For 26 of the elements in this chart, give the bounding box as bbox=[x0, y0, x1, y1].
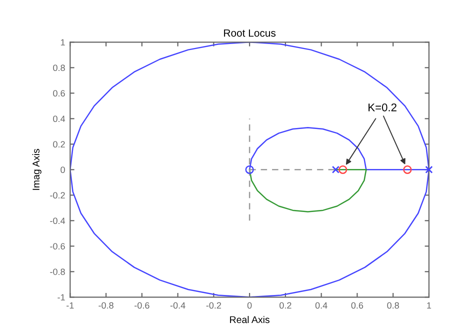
x-tick-label: -0.2 bbox=[206, 302, 222, 309]
y-tick-label: -0.4 bbox=[50, 218, 66, 224]
x-tick-label: 0.8 bbox=[387, 302, 399, 309]
y-tick-label: 0.6 bbox=[53, 90, 65, 97]
y-tick-label: 0 bbox=[60, 166, 65, 174]
x-tick-label: 0.6 bbox=[351, 302, 364, 309]
y-axis-title: Imag Axis bbox=[32, 148, 42, 190]
x-tick-label: 0 bbox=[247, 302, 252, 309]
x-tick-label: -0.8 bbox=[98, 302, 114, 309]
x-tick-label: 1 bbox=[427, 302, 432, 309]
y-tick-label: -0.6 bbox=[50, 243, 65, 250]
y-tick-label: -1 bbox=[58, 294, 65, 300]
x-axis-title: Real Axis bbox=[230, 316, 270, 324]
y-tick-label: 1 bbox=[60, 39, 65, 46]
y-tick-label: 0.2 bbox=[53, 141, 65, 148]
x-tick-label: 0.2 bbox=[280, 302, 292, 309]
x-tick-label: -1 bbox=[66, 302, 74, 309]
annotation: K=0.2 bbox=[368, 103, 396, 112]
y-tick-label: 0.8 bbox=[53, 64, 65, 72]
y-tick-label: -0.2 bbox=[50, 192, 65, 199]
y-tick-label: 0.4 bbox=[53, 116, 66, 122]
x-tick-label: -0.6 bbox=[134, 302, 150, 309]
y-tick-label: -0.8 bbox=[50, 268, 65, 275]
x-tick-label: -0.4 bbox=[170, 302, 186, 309]
chart-title: Root Locus bbox=[224, 29, 276, 37]
x-tick-label: 0.4 bbox=[315, 302, 328, 309]
